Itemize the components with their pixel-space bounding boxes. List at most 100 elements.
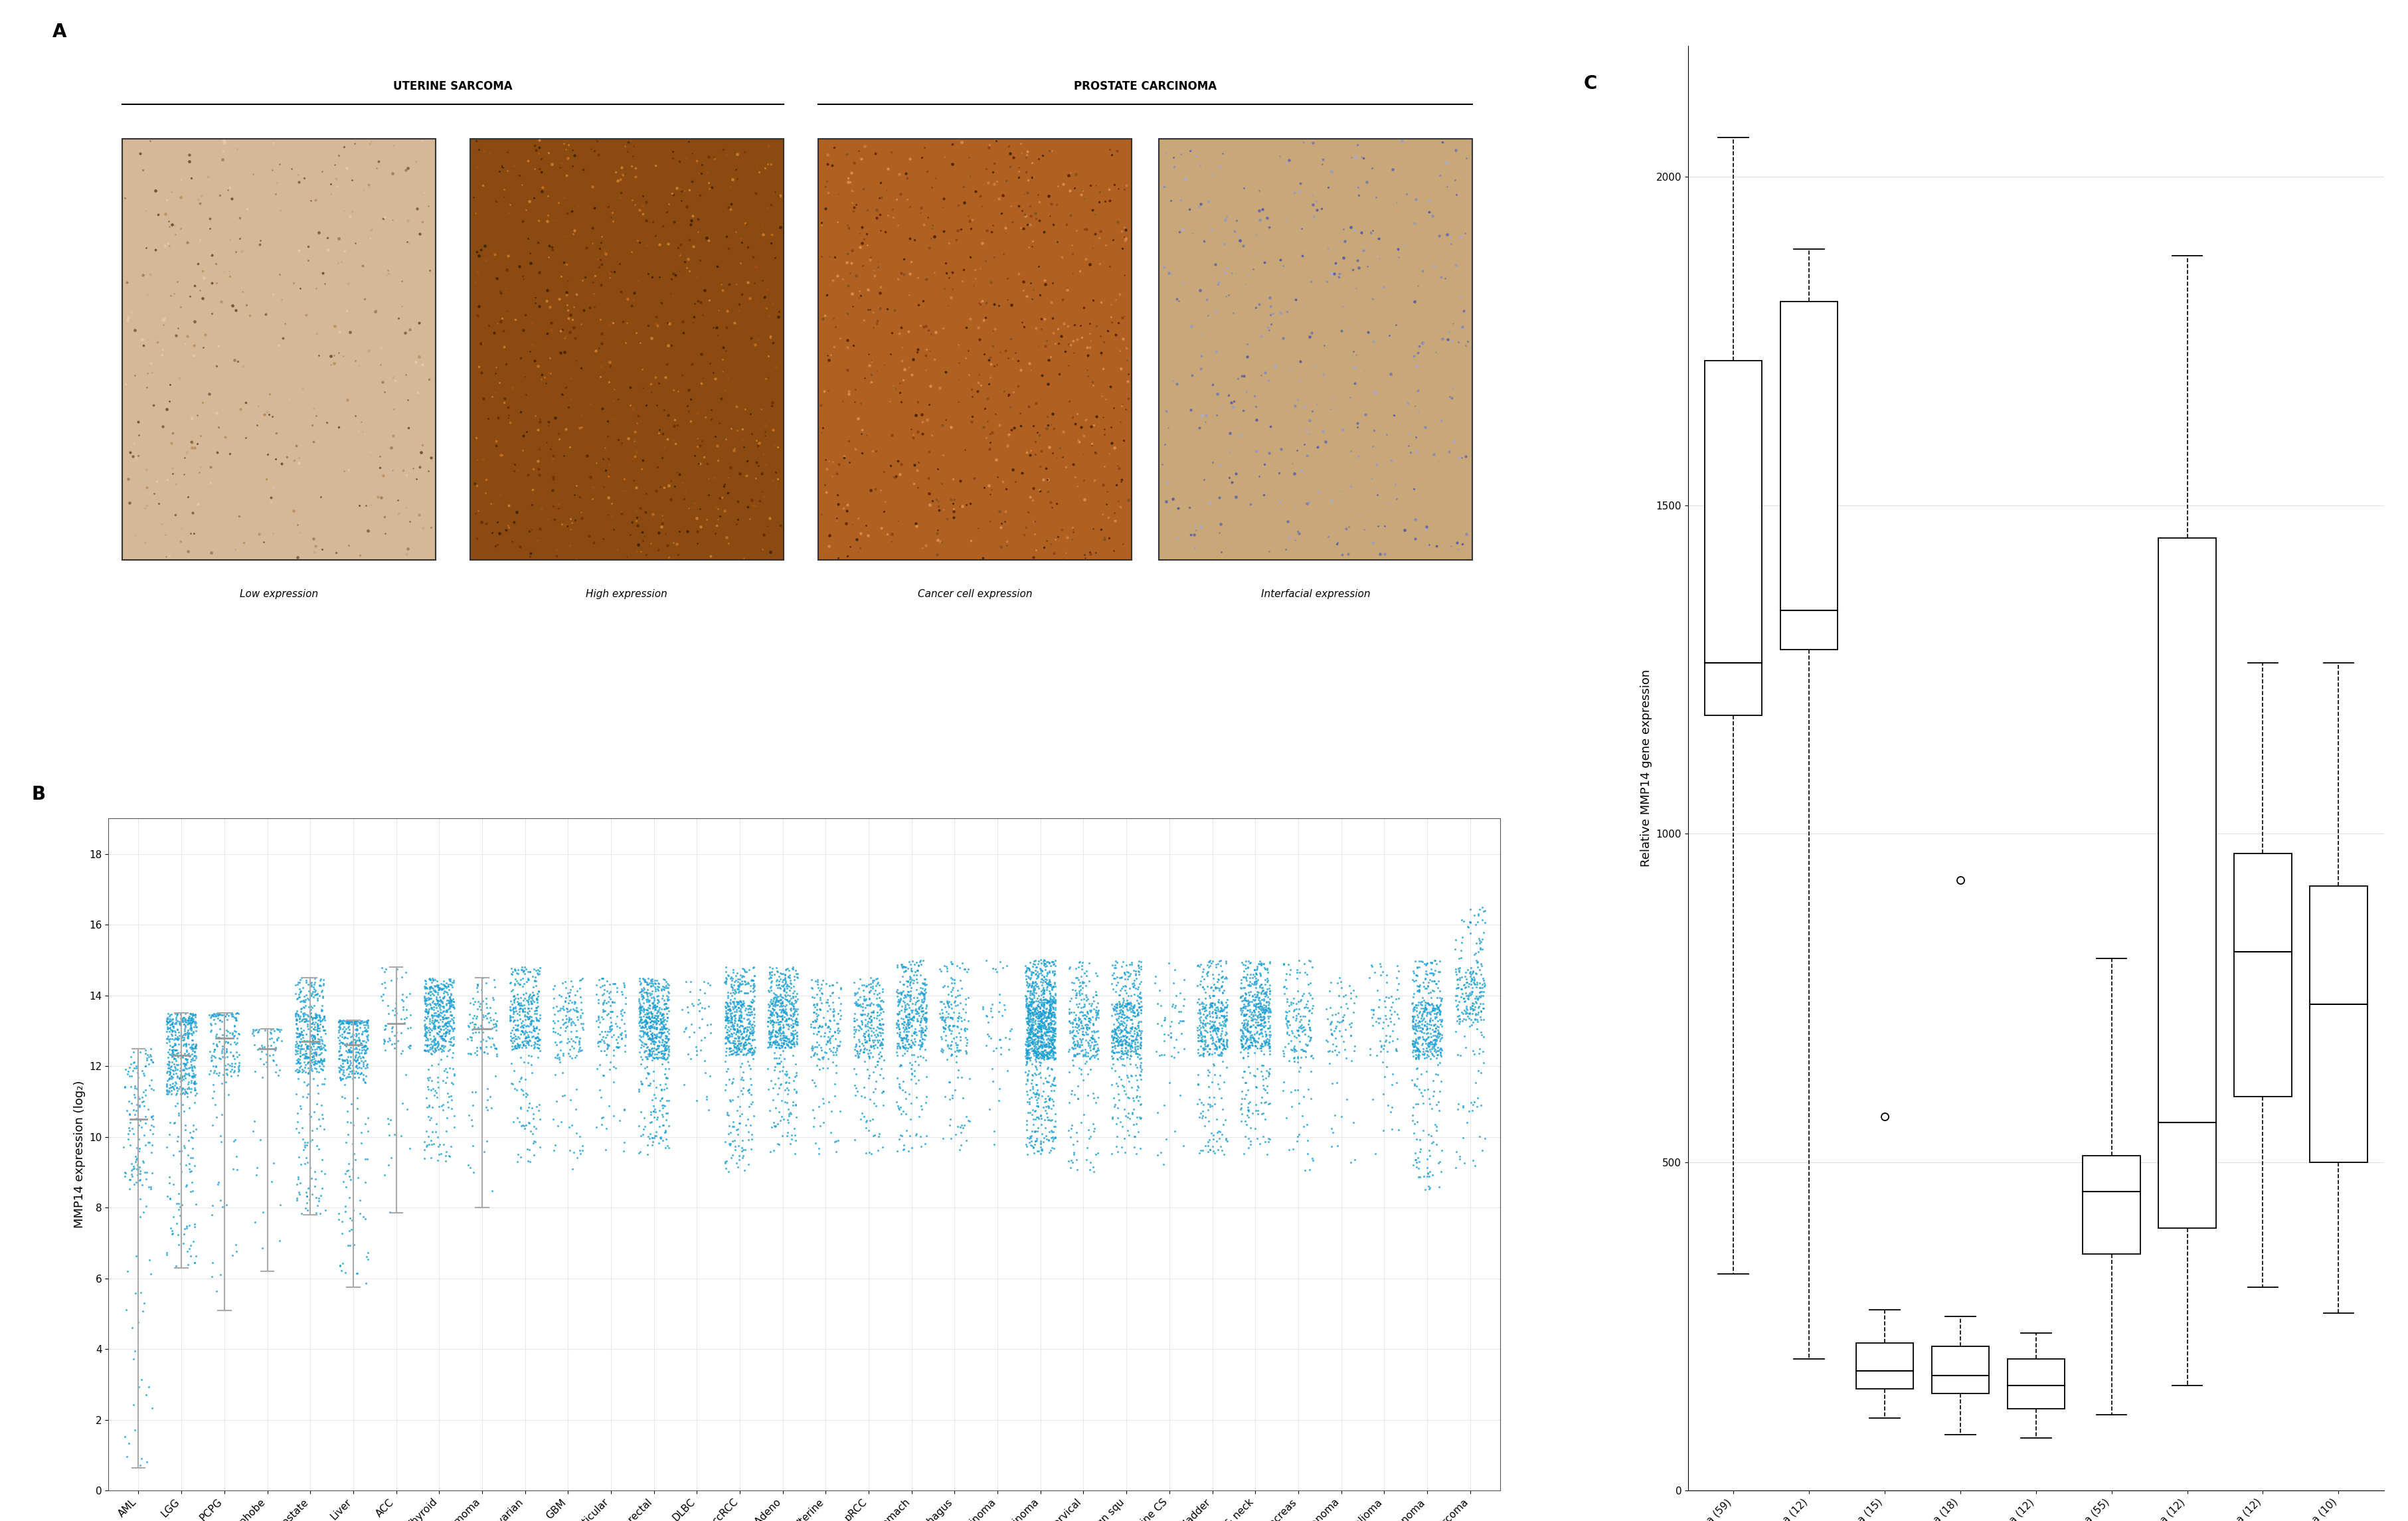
Point bbox=[296, 1040, 335, 1065]
Point bbox=[1421, 1150, 1459, 1174]
Point bbox=[173, 1145, 212, 1170]
Point bbox=[1011, 981, 1050, 1005]
Point bbox=[424, 990, 462, 1015]
Point bbox=[1009, 957, 1047, 981]
Point bbox=[1122, 1106, 1161, 1130]
Point bbox=[855, 1001, 893, 1025]
Point bbox=[775, 1034, 814, 1059]
Point bbox=[691, 1021, 730, 1045]
Point bbox=[291, 1011, 330, 1036]
Point bbox=[176, 1153, 214, 1177]
Point bbox=[1194, 1053, 1233, 1077]
Point bbox=[1050, 996, 1088, 1021]
Point bbox=[287, 1196, 325, 1220]
Point bbox=[342, 1031, 380, 1056]
Point bbox=[1050, 1010, 1088, 1034]
Point bbox=[604, 1011, 643, 1036]
Point bbox=[253, 1027, 291, 1051]
Point bbox=[284, 1057, 323, 1081]
Point bbox=[135, 1078, 173, 1103]
Point bbox=[771, 992, 809, 1016]
Point bbox=[720, 995, 759, 1019]
Point bbox=[1243, 1007, 1281, 1031]
Point bbox=[903, 1021, 942, 1045]
Point bbox=[932, 1030, 970, 1054]
Point bbox=[725, 1016, 763, 1040]
Point bbox=[749, 966, 787, 990]
Point bbox=[498, 992, 537, 1016]
Point bbox=[1226, 986, 1264, 1010]
Point bbox=[260, 1063, 299, 1088]
Point bbox=[299, 1019, 337, 1043]
Point bbox=[708, 1022, 746, 1046]
Point bbox=[498, 969, 537, 993]
Point bbox=[1182, 1011, 1221, 1036]
Point bbox=[161, 1028, 200, 1053]
Point bbox=[595, 1043, 633, 1068]
Point bbox=[1074, 1043, 1112, 1068]
Point bbox=[152, 1018, 190, 1042]
Point bbox=[1235, 992, 1274, 1016]
Point bbox=[498, 1034, 537, 1059]
Point bbox=[925, 1015, 963, 1039]
Point bbox=[417, 992, 455, 1016]
Point bbox=[1079, 1042, 1117, 1066]
Point bbox=[1370, 998, 1409, 1022]
Point bbox=[1055, 1015, 1093, 1039]
Point bbox=[1014, 1077, 1052, 1101]
Point bbox=[1185, 967, 1223, 992]
Point bbox=[1187, 1133, 1226, 1157]
Point bbox=[503, 998, 542, 1022]
Point bbox=[1370, 1010, 1409, 1034]
Point bbox=[592, 1018, 631, 1042]
Point bbox=[773, 1021, 811, 1045]
Point bbox=[503, 1033, 542, 1057]
Point bbox=[294, 1011, 332, 1036]
Point bbox=[718, 1039, 756, 1063]
Point bbox=[631, 1040, 669, 1065]
Point bbox=[152, 1019, 190, 1043]
Point bbox=[1421, 1002, 1459, 1027]
Point bbox=[510, 998, 549, 1022]
Point bbox=[417, 973, 455, 998]
Point bbox=[116, 1084, 154, 1109]
Text: High expression: High expression bbox=[585, 589, 667, 599]
Point bbox=[754, 1031, 792, 1056]
Point bbox=[1421, 993, 1459, 1018]
Point bbox=[282, 1027, 320, 1051]
Point bbox=[1021, 958, 1060, 983]
Point bbox=[648, 1024, 686, 1048]
Point bbox=[645, 1094, 684, 1118]
Point bbox=[592, 1016, 631, 1040]
Point bbox=[1035, 1011, 1074, 1036]
Point bbox=[1031, 1141, 1069, 1165]
Point bbox=[1435, 989, 1474, 1013]
Point bbox=[1240, 964, 1279, 989]
Point bbox=[147, 1075, 185, 1100]
Point bbox=[845, 1007, 884, 1031]
Point bbox=[768, 1097, 807, 1121]
Point bbox=[807, 1011, 845, 1036]
Point bbox=[337, 1086, 376, 1110]
Point bbox=[754, 998, 792, 1022]
Point bbox=[1202, 975, 1240, 999]
Point bbox=[1421, 989, 1459, 1013]
Point bbox=[1399, 978, 1438, 1002]
Point bbox=[720, 972, 759, 996]
Point bbox=[429, 996, 467, 1021]
Point bbox=[217, 1030, 255, 1054]
Point bbox=[626, 1022, 665, 1046]
Point bbox=[1031, 1010, 1069, 1034]
Point bbox=[718, 1027, 756, 1051]
Point bbox=[149, 1008, 188, 1033]
Point bbox=[1009, 1033, 1047, 1057]
Point bbox=[633, 1001, 672, 1025]
Point bbox=[164, 1008, 202, 1033]
Point bbox=[636, 1013, 674, 1037]
Point bbox=[1016, 952, 1055, 976]
Point bbox=[1007, 954, 1045, 978]
Point bbox=[1361, 1039, 1399, 1063]
Point bbox=[123, 1084, 161, 1109]
Point bbox=[628, 1022, 667, 1046]
Point bbox=[1462, 975, 1500, 999]
